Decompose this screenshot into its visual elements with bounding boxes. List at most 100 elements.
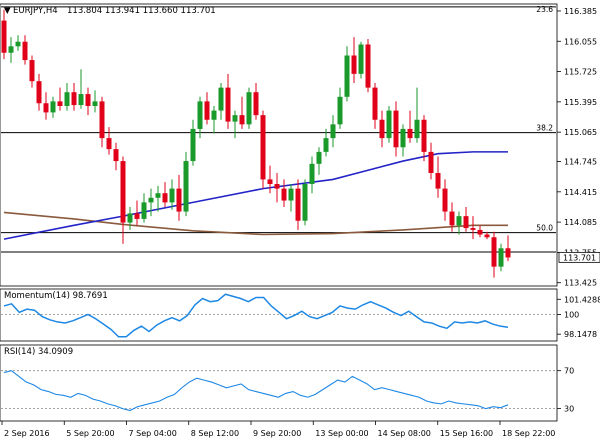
candle-body bbox=[365, 44, 371, 88]
candle-body bbox=[57, 101, 63, 106]
time-axis-label: 14 Sep 08:00 bbox=[378, 429, 431, 438]
time-axis-label: 5 Sep 20:00 bbox=[66, 429, 114, 438]
momentum-axis-label: 100 bbox=[564, 310, 579, 319]
candle-body bbox=[428, 151, 434, 173]
candle-body bbox=[379, 119, 385, 139]
candle-body bbox=[309, 163, 315, 185]
candle-body bbox=[43, 103, 49, 113]
candle-body bbox=[148, 197, 154, 203]
price-axis-label: 114.085 bbox=[564, 218, 597, 227]
ohlc-label: 113.804 113.941 113.660 113.701 bbox=[67, 6, 216, 16]
price-axis-label: 114.745 bbox=[564, 158, 597, 167]
rsi-axis-label: 70 bbox=[564, 367, 574, 376]
candle-body bbox=[204, 101, 210, 120]
current-price-marker: 113.701 bbox=[558, 251, 600, 263]
candle-body bbox=[246, 92, 252, 125]
candle-body bbox=[414, 119, 420, 139]
candle-body bbox=[274, 184, 280, 189]
momentum-axis: 101.4288 100 98.1478 bbox=[557, 295, 600, 339]
current-price-box bbox=[558, 251, 600, 263]
momentum-panel-frame bbox=[0, 288, 558, 342]
candle-body bbox=[484, 234, 490, 238]
candle-body bbox=[155, 193, 161, 198]
candle-body bbox=[393, 110, 399, 148]
momentum-plot-area bbox=[1, 293, 556, 338]
candle-body bbox=[288, 188, 294, 201]
current-price-label: 113.701 bbox=[563, 253, 596, 262]
candle-body bbox=[1, 20, 7, 53]
time-axis-label: 8 Sep 12:00 bbox=[191, 429, 239, 438]
rsi-label: RSI(14) 34.0909 bbox=[4, 347, 73, 357]
candle-body bbox=[253, 92, 259, 116]
candle-body bbox=[442, 188, 448, 212]
candle-body bbox=[211, 110, 217, 120]
candle-body bbox=[498, 248, 504, 267]
dropdown-arrow-icon[interactable]: ▼ bbox=[4, 6, 11, 16]
candle-body bbox=[169, 188, 175, 203]
candle-body bbox=[407, 128, 413, 139]
time-axis-label: 18 Sep 22:00 bbox=[502, 429, 555, 438]
candle-body bbox=[50, 101, 56, 113]
candle-body bbox=[421, 119, 427, 152]
price-axis-label: 115.725 bbox=[564, 68, 597, 77]
candle-body bbox=[281, 188, 287, 201]
candle-body bbox=[456, 216, 462, 226]
rsi-axis-label: 30 bbox=[564, 405, 574, 414]
price-axis-label: 115.065 bbox=[564, 128, 597, 137]
candle-body bbox=[463, 216, 469, 229]
candle-body bbox=[302, 184, 308, 221]
candle-body bbox=[323, 138, 329, 152]
candle-body bbox=[470, 228, 476, 230]
slow-moving-average-line bbox=[3, 211, 508, 236]
time-axis-label: 2 Sep 2016 bbox=[4, 429, 50, 438]
candle-body bbox=[491, 237, 497, 267]
momentum-axis-label: 101.4288 bbox=[564, 295, 600, 304]
candle-body bbox=[127, 213, 133, 223]
candle-body bbox=[358, 44, 364, 74]
rsi-panel-frame bbox=[0, 344, 558, 422]
price-axis-label: 113.425 bbox=[564, 279, 597, 288]
candle-body bbox=[162, 193, 168, 203]
fast-moving-average-line bbox=[3, 151, 508, 240]
candle-body bbox=[386, 110, 392, 139]
candle-body bbox=[190, 128, 196, 162]
candle-body bbox=[449, 211, 455, 226]
momentum-panel: 101.4288 100 98.1478 Momentum(14) 98.7691 bbox=[0, 288, 600, 342]
rsi-plot-area bbox=[1, 370, 556, 412]
candle-body bbox=[232, 115, 238, 122]
candle-body bbox=[344, 55, 350, 97]
candle-body bbox=[435, 173, 441, 189]
symbol-label: EURJPY,H4 bbox=[13, 6, 58, 16]
candle-body bbox=[36, 81, 42, 104]
candle-body bbox=[134, 213, 140, 219]
candle-body bbox=[120, 161, 126, 223]
candle-body bbox=[92, 101, 98, 106]
rsi-panel: 70 30 RSI(14) 34.0909 bbox=[0, 344, 574, 422]
momentum-label: Momentum(14) 98.7691 bbox=[4, 291, 108, 301]
rsi-line bbox=[3, 370, 509, 412]
candle-body bbox=[183, 161, 189, 212]
price-axis-label: 114.415 bbox=[564, 188, 597, 197]
fib-level-label: 23.6 bbox=[536, 5, 553, 14]
candle-body bbox=[85, 94, 91, 106]
price-axis: 116.385 116.055 115.725 115.395 115.065 114.7… bbox=[557, 7, 597, 288]
candle-body bbox=[505, 248, 511, 258]
candle-body bbox=[477, 229, 483, 235]
candle-body bbox=[197, 101, 203, 129]
candle-body bbox=[8, 46, 14, 53]
candle-body bbox=[64, 92, 70, 106]
time-axis: 2 Sep 2016 5 Sep 20:00 7 Sep 04:00 8 Sep 12… bbox=[1, 421, 555, 438]
candle-body bbox=[351, 55, 357, 74]
price-axis-label: 116.055 bbox=[564, 37, 597, 46]
candle-body bbox=[239, 115, 245, 125]
candle-body bbox=[15, 41, 21, 47]
candle-body bbox=[22, 41, 28, 61]
candle-body bbox=[330, 124, 336, 139]
time-axis-label: 7 Sep 04:00 bbox=[129, 429, 177, 438]
candle-body bbox=[225, 87, 231, 122]
rsi-axis: 70 30 bbox=[557, 367, 574, 414]
price-panel: 23.6 38.2 50.0 116.385 116.055 115.725 115.39… bbox=[0, 3, 600, 288]
candle-body bbox=[29, 60, 35, 82]
price-axis-label: 116.385 bbox=[564, 7, 597, 16]
